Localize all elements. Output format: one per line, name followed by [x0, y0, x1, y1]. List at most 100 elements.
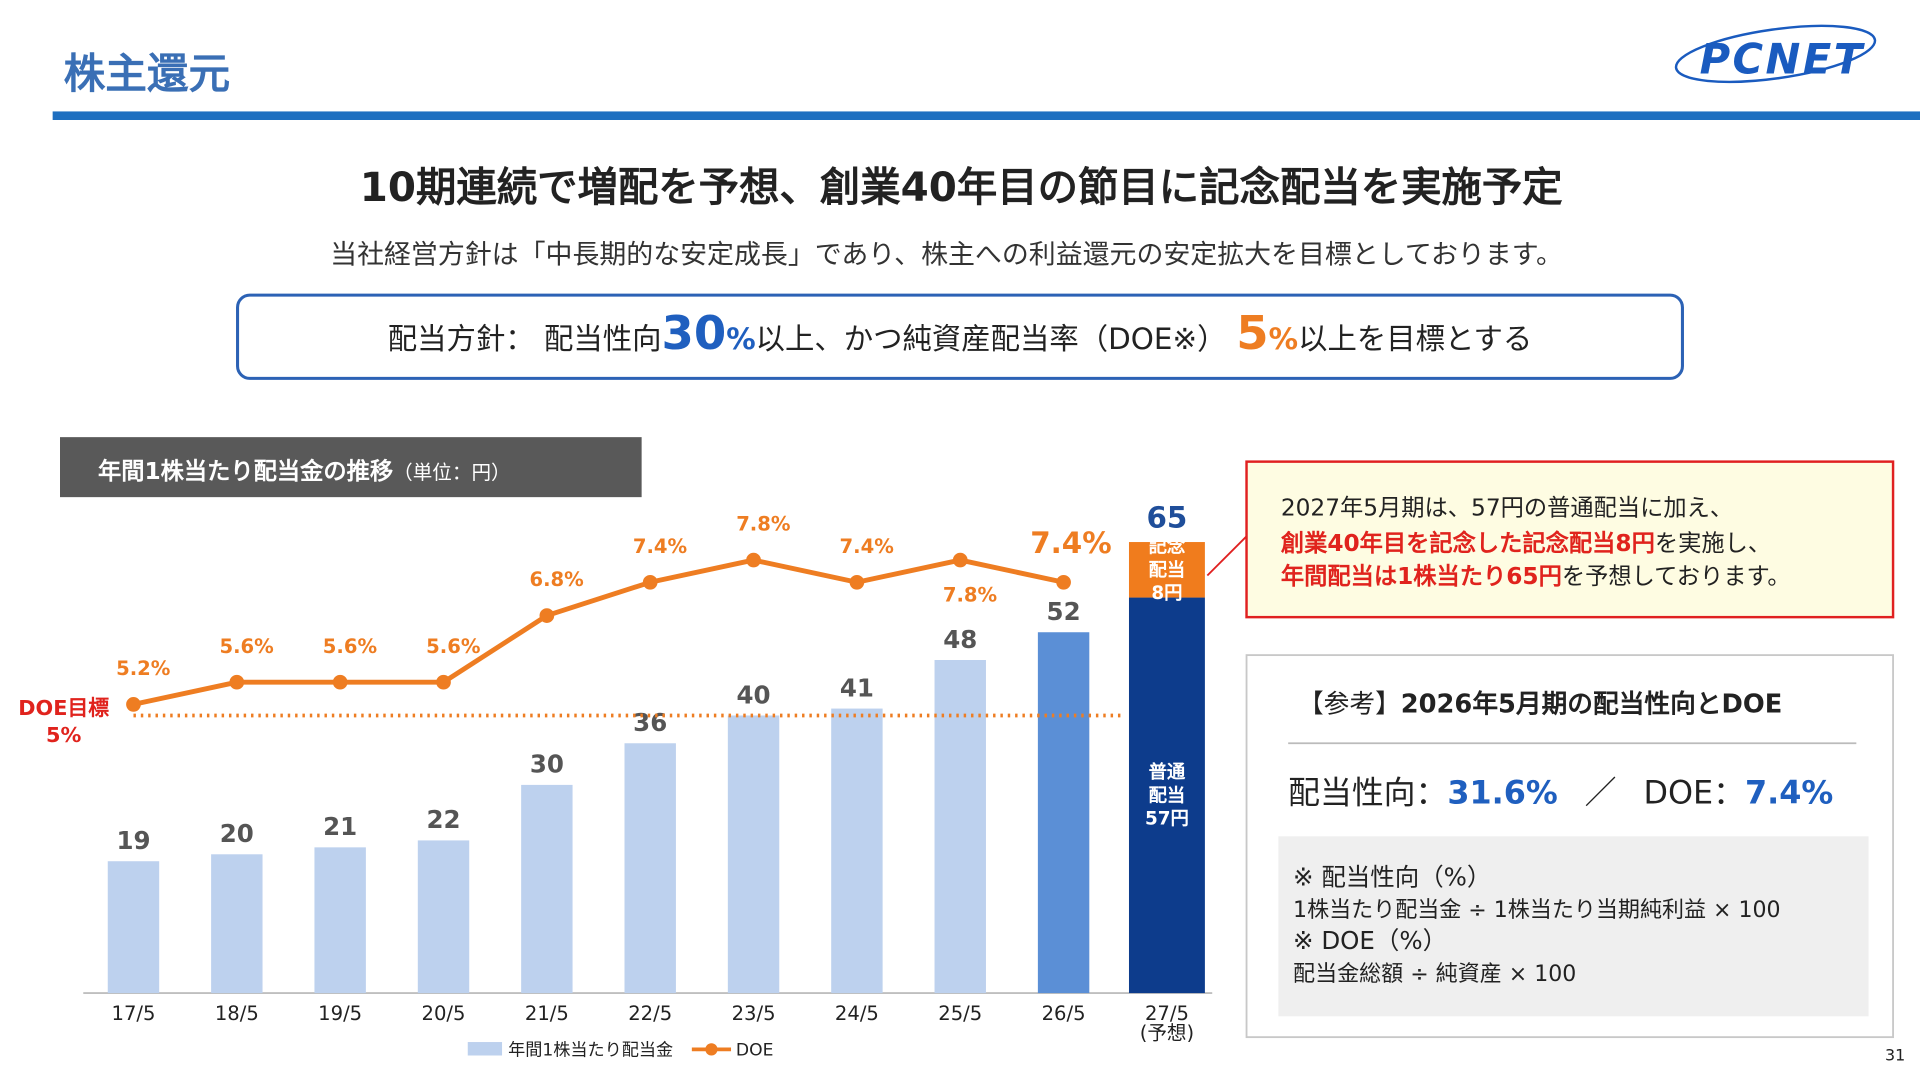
segment-label: 記念: [1149, 536, 1186, 558]
doe-line: [132, 557, 1065, 707]
note: ※ DOE（%）: [1293, 926, 1447, 955]
legend-swatch: [705, 1043, 718, 1056]
x-tick-label: 27/5: [1145, 1002, 1189, 1025]
doe-point: [332, 674, 348, 690]
x-tick-label: 25/5: [938, 1002, 982, 1025]
segment-label: 57円: [1145, 809, 1189, 830]
bar-value-label: 52: [1047, 597, 1081, 626]
bar: [521, 784, 573, 994]
callout-box: [1245, 460, 1895, 619]
policy-unit: %: [726, 322, 755, 356]
bar: [934, 660, 986, 994]
x-tick-note: (予想): [1140, 1022, 1194, 1045]
bar-value-label: 19: [116, 826, 150, 855]
reference-title-text: 2026年5月期の配当性向とDOE: [1401, 689, 1783, 720]
policy-part: 以上、かつ純資産配当率（DOE※）: [756, 322, 1227, 356]
x-tick-label: 20/5: [422, 1002, 466, 1025]
bar-value-label: 21: [323, 812, 357, 841]
doe-point: [126, 697, 141, 712]
x-tick-label: 19/5: [318, 1002, 362, 1025]
policy-text: 配当方針： 配当性向30%以上、かつ純資産配当率（DOE※） 5%以上を目標とする: [388, 306, 1532, 360]
bar: [314, 847, 366, 994]
doe-value-label: 7.8%: [736, 513, 790, 536]
doe-value-label: 7.4%: [1030, 526, 1111, 560]
bar: [211, 854, 263, 994]
headline: 10期連続で増配を予想、創業40年目の節目に記念配当を実施予定: [360, 163, 1563, 211]
notes-box: [1278, 836, 1869, 1017]
bar-value-label: 41: [840, 673, 874, 702]
segment-label: 配当: [1149, 559, 1186, 581]
callout-emphasis: 年間配当は1株当たり65円: [1281, 563, 1562, 590]
policy-box: [236, 293, 1684, 380]
x-tick-label: 22/5: [628, 1002, 672, 1025]
bar: [624, 743, 676, 994]
doe-value-label: 7.4%: [633, 535, 687, 558]
policy-unit: %: [1269, 322, 1298, 356]
forecast-total: 65: [1146, 500, 1187, 534]
doe-value-label: 5.2%: [116, 657, 170, 680]
subheadline: 当社経営方針は「中長期的な安定成長」であり、株主への利益還元の安定拡大を目標とし…: [330, 239, 1563, 270]
x-tick-label: 24/5: [835, 1002, 879, 1025]
chart-title-box: [60, 437, 642, 498]
callout-text: を予想しております。: [1562, 563, 1791, 590]
doe-point: [436, 674, 451, 690]
legend-label: DOE: [736, 1041, 774, 1061]
metric-value: 31.6%: [1447, 773, 1557, 811]
doe-value-label: 5.6%: [219, 635, 273, 658]
note: ※ 配当性向（%）: [1293, 862, 1491, 891]
chart-title: 年間1株当たり配当金の推移（単位：円）: [98, 458, 511, 485]
doe-point: [1056, 574, 1071, 590]
x-tick-label: 23/5: [732, 1002, 776, 1025]
callout-line: 創業40年目を記念した記念配当8円を実施し、: [1281, 530, 1771, 557]
reference-title: 【参考】2026年5月期の配当性向とDOE: [1298, 689, 1782, 720]
bar-value-label: 36: [633, 708, 667, 737]
legend-swatch: [467, 1042, 503, 1056]
logo: PCNET: [1700, 34, 1866, 83]
metric-label: DOE：: [1643, 773, 1745, 811]
doe-point: [849, 574, 865, 590]
bar: [727, 715, 780, 994]
header-rule: [52, 111, 1920, 120]
callout-line: 年間配当は1株当たり65円を予想しております。: [1281, 563, 1791, 590]
bar-value-label: 22: [426, 805, 460, 834]
doe-value-label: 7.8%: [943, 584, 997, 607]
legend-label: 年間1株当たり配当金: [508, 1041, 673, 1061]
doe-point: [746, 552, 761, 568]
chart-title-main: 年間1株当たり配当金の推移: [98, 458, 393, 485]
reference-prefix: 【参考】: [1298, 690, 1401, 720]
segment-label: 普通: [1149, 761, 1186, 783]
metric-value: 7.4%: [1745, 773, 1833, 811]
target-label: 5%: [46, 723, 81, 747]
note: 1株当たり配当金 ÷ 1株当たり当期純利益 × 100: [1293, 898, 1781, 923]
x-tick-label: 17/5: [111, 1002, 155, 1025]
bar-value-label: 48: [943, 625, 977, 654]
bar: [831, 708, 883, 994]
policy-part: 以上を目標とする: [1298, 322, 1532, 356]
page-title: 株主還元: [64, 49, 231, 98]
x-tick-label: 18/5: [215, 1002, 259, 1025]
logo-ring: [1674, 24, 1877, 84]
doe-value-label: 6.8%: [529, 568, 583, 591]
forecast-segment: [1128, 542, 1205, 598]
bar: [107, 861, 160, 994]
bar-value-label: 40: [737, 680, 771, 709]
callout-connector: [1206, 535, 1248, 577]
doe-point: [539, 608, 555, 623]
reference-metrics: 配当性向：31.6% ／ DOE：7.4%: [1288, 773, 1833, 811]
callout-text: を実施し、: [1655, 530, 1771, 557]
x-tick-label: 26/5: [1042, 1002, 1086, 1025]
bar: [1037, 632, 1090, 994]
doe-value-label: 5.6%: [426, 635, 480, 658]
doe-point: [642, 574, 658, 590]
note: 配当金総額 ÷ 純資産 × 100: [1293, 962, 1576, 987]
doe-value-label: 7.4%: [840, 535, 894, 558]
callout-emphasis: 創業40年目を記念した記念配当8円: [1281, 530, 1655, 557]
segment-label: 8円: [1151, 583, 1182, 604]
segment-label: 配当: [1149, 784, 1186, 806]
chart-subtitle: （単位：円）: [393, 461, 510, 484]
bar-value-label: 20: [220, 819, 254, 848]
bar-value-label: 30: [530, 750, 564, 779]
policy-value: 5: [1236, 306, 1268, 360]
